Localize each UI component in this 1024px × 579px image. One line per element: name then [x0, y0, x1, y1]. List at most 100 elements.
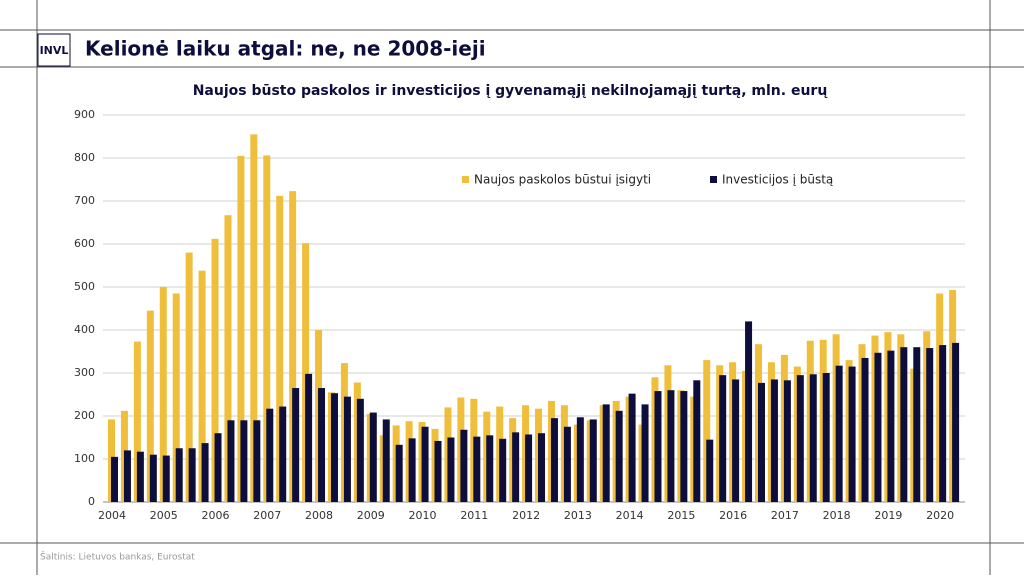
bar	[240, 420, 248, 502]
bar	[123, 450, 131, 502]
bar	[835, 365, 843, 502]
bar	[822, 373, 830, 502]
x-tick-label: 2019	[874, 509, 902, 522]
bar	[266, 408, 274, 502]
y-tick-label: 600	[74, 237, 95, 250]
bar	[680, 391, 688, 502]
x-tick-label: 2013	[564, 509, 592, 522]
x-tick-label: 2017	[771, 509, 799, 522]
bar	[172, 293, 180, 502]
bar	[913, 347, 921, 502]
bar	[576, 417, 584, 502]
bar	[512, 432, 520, 502]
bar	[719, 375, 727, 502]
bar	[473, 436, 481, 502]
bar	[198, 270, 206, 502]
x-tick-label: 2011	[460, 509, 488, 522]
bar	[408, 438, 416, 502]
x-tick-label: 2007	[253, 509, 281, 522]
bar	[224, 215, 232, 502]
bar	[550, 418, 558, 502]
bar	[641, 404, 649, 502]
bar	[615, 410, 623, 502]
logo: INVL	[40, 44, 69, 57]
y-tick-label: 200	[74, 409, 95, 422]
bar	[887, 350, 895, 502]
x-tick-label: 2010	[409, 509, 437, 522]
bar	[318, 388, 326, 502]
bar	[175, 448, 183, 502]
bar	[486, 435, 494, 502]
x-tick-label: 2020	[926, 509, 954, 522]
bar	[770, 379, 778, 502]
x-tick-label: 2015	[667, 509, 695, 522]
y-tick-label: 900	[74, 108, 95, 121]
y-tick-label: 100	[74, 452, 95, 465]
bar	[263, 155, 271, 503]
chart-title: Naujos būsto paskolos ir investicijos į …	[193, 83, 829, 99]
bar	[159, 287, 167, 502]
bar	[214, 433, 222, 502]
legend-label: Investicijos į būstą	[722, 173, 833, 187]
bar	[289, 191, 297, 503]
bar	[499, 438, 507, 502]
bar	[421, 426, 429, 502]
bar	[745, 321, 753, 502]
x-tick-label: 2018	[823, 509, 851, 522]
y-tick-label: 0	[88, 495, 95, 508]
bar	[460, 429, 468, 502]
bar	[253, 420, 261, 502]
bar	[146, 310, 154, 502]
bar	[447, 437, 455, 502]
bar	[201, 443, 209, 502]
bar	[861, 357, 869, 502]
bar	[874, 352, 882, 502]
bar	[848, 366, 856, 502]
bar	[952, 342, 960, 502]
bar	[926, 348, 934, 502]
bar	[434, 440, 442, 502]
x-tick-label: 2009	[357, 509, 385, 522]
bar	[162, 455, 170, 502]
bar	[939, 345, 947, 502]
bar	[382, 419, 390, 502]
bar	[654, 391, 662, 502]
y-tick-label: 700	[74, 194, 95, 207]
bar	[667, 390, 675, 502]
x-tick-label: 2014	[616, 509, 644, 522]
bar	[563, 426, 571, 502]
logo-box	[37, 33, 71, 67]
bar	[279, 406, 287, 502]
bar	[211, 238, 219, 502]
bar	[133, 341, 141, 502]
legend-label: Naujos paskolos būstui įsigyti	[474, 173, 651, 187]
y-tick-label: 500	[74, 280, 95, 293]
bar	[185, 252, 193, 502]
legend-swatch	[710, 176, 717, 183]
y-tick-label: 800	[74, 151, 95, 164]
bar	[302, 243, 310, 502]
bar	[706, 439, 714, 502]
bar	[538, 433, 546, 502]
bar	[693, 380, 701, 502]
bar	[136, 451, 144, 502]
source: Šaltinis: Lietuvos bankas, Eurostat	[40, 551, 195, 563]
x-tick-label: 2012	[512, 509, 540, 522]
bar	[602, 404, 610, 502]
bar	[628, 393, 636, 502]
bar	[369, 412, 377, 502]
bar	[292, 388, 300, 502]
y-tick-label: 300	[74, 366, 95, 379]
bar	[758, 382, 765, 502]
x-tick-label: 2004	[98, 509, 126, 522]
x-tick-label: 2016	[719, 509, 747, 522]
bar	[900, 347, 908, 502]
slide-title: Kelionė laiku atgal: ne, ne 2008-ieji	[85, 37, 486, 61]
bar	[305, 373, 313, 502]
bar	[395, 444, 403, 502]
legend-swatch	[462, 176, 469, 183]
bar	[796, 375, 804, 502]
bar	[188, 448, 196, 502]
bar	[732, 379, 740, 502]
